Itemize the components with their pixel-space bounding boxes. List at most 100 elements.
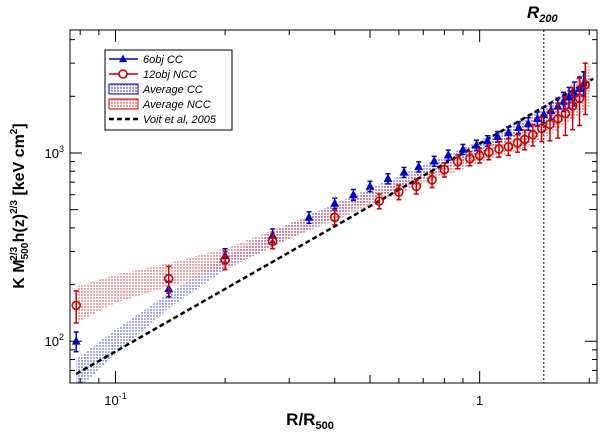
ncc-average-band <box>76 63 590 323</box>
cc-data-point <box>383 173 393 185</box>
ncc-marker <box>484 147 494 157</box>
ncc-data-point <box>494 140 504 158</box>
y-tick-label: 103 <box>45 144 64 161</box>
cc-marker <box>414 161 424 171</box>
marker-layer <box>71 62 591 353</box>
y-tick-label-exp: 2 <box>59 332 64 342</box>
cc-data-point <box>458 143 468 156</box>
ncc-marker <box>536 123 547 134</box>
y-axis-title-pre: K M <box>11 259 28 288</box>
legend: 6obj CC 12obj NCC Average CC Average NCC… <box>104 49 233 131</box>
legend-symbol-cc-marker <box>118 54 128 63</box>
ncc-marker <box>474 150 485 161</box>
x-axis: 10-1 1 <box>79 30 590 408</box>
legend-symbol-avg-cc <box>108 83 139 95</box>
ncc-data-point <box>484 144 494 161</box>
ncc-data-point <box>267 233 278 250</box>
ncc-marker <box>528 129 538 140</box>
cc-marker <box>304 212 314 221</box>
x-axis-title-sub: 500 <box>315 420 333 432</box>
cc-data-point <box>71 331 81 353</box>
ncc-data-point <box>519 129 530 151</box>
x-tick-label-exp: -1 <box>119 391 127 401</box>
ncc-marker <box>439 164 450 175</box>
ncc-marker <box>494 144 504 154</box>
ncc-marker <box>567 101 578 111</box>
legend-symbol-avg-ncc <box>108 98 139 110</box>
y-axis-title-sub1: 500 <box>20 242 31 259</box>
r200-label-main: R <box>527 3 540 22</box>
cc-data-point <box>365 180 375 193</box>
ncc-data-point <box>567 86 578 131</box>
cc-marker <box>458 144 468 153</box>
r200-label-sub: 200 <box>538 13 558 25</box>
cc-marker <box>482 135 492 145</box>
cc-data-point <box>471 139 481 152</box>
ncc-marker <box>519 134 530 145</box>
cc-marker <box>330 198 340 207</box>
ncc-marker <box>512 138 523 148</box>
legend-label-avg-ncc: Average NCC <box>142 99 211 111</box>
cc-marker <box>365 181 375 190</box>
y-tick-label-base: 10 <box>45 146 59 161</box>
y-axis-title-sup1: 2/3 <box>9 246 20 260</box>
ncc-data-point <box>545 109 555 142</box>
ncc-data-point <box>512 133 523 153</box>
cc-data-point <box>429 155 439 168</box>
cc-data-point <box>514 121 524 135</box>
cc-data-point <box>443 149 453 161</box>
cc-data-point <box>348 188 358 202</box>
ncc-marker <box>574 93 585 104</box>
y-axis-title-sup2: 2/3 <box>9 200 20 214</box>
ncc-marker <box>545 119 555 130</box>
ncc-data-point <box>374 193 385 210</box>
cc-marker <box>504 127 513 136</box>
legend-label-cc: 6obj CC <box>143 54 183 66</box>
legend-symbols <box>108 54 139 121</box>
ncc-marker <box>394 187 404 197</box>
cc-marker <box>399 167 409 176</box>
ncc-marker <box>465 153 475 164</box>
x-tick-label: 10-1 <box>104 391 126 408</box>
ncc-data-point <box>394 184 404 201</box>
ncc-marker <box>452 156 463 167</box>
ncc-data-point <box>553 102 563 139</box>
cc-marker <box>471 140 481 149</box>
x-axis-title: R/R500 <box>286 410 334 432</box>
cc-data-point <box>523 116 533 132</box>
cc-data-point <box>304 211 314 225</box>
ncc-marker <box>329 212 340 223</box>
ncc-marker <box>220 255 230 265</box>
cc-data-point <box>399 166 409 179</box>
x-tick-label-base: 1 <box>476 393 483 408</box>
x-tick-label-base: 10 <box>104 393 118 408</box>
y-tick-label: 102 <box>45 332 64 349</box>
ncc-data-point <box>329 209 340 226</box>
ncc-marker <box>374 196 385 206</box>
x-axis-title-main: R/R <box>286 410 315 429</box>
r200-label: R200 <box>527 3 559 25</box>
cc-marker <box>348 189 358 199</box>
cc-marker <box>71 336 81 345</box>
y-tick-label-exp: 3 <box>59 144 64 154</box>
ncc-data-point <box>163 265 174 294</box>
legend-symbol-ncc-marker <box>118 69 128 79</box>
ncc-data-point <box>439 162 450 178</box>
y-tick-label-base: 10 <box>45 334 59 349</box>
cc-data-point <box>482 134 492 148</box>
y-axis-title-sup3: 2 <box>9 128 20 134</box>
ncc-marker <box>503 141 514 152</box>
voit-fit-line <box>75 77 594 376</box>
y-axis-title-end: ] <box>11 123 28 128</box>
ncc-marker <box>411 181 422 192</box>
ncc-marker <box>580 80 591 90</box>
cc-data-point <box>414 161 424 173</box>
cc-marker <box>383 173 393 183</box>
cc-marker <box>514 122 524 131</box>
ncc-marker <box>560 108 571 119</box>
ncc-marker <box>71 300 82 311</box>
ncc-data-point <box>474 147 485 164</box>
ncc-data-point <box>560 95 571 137</box>
